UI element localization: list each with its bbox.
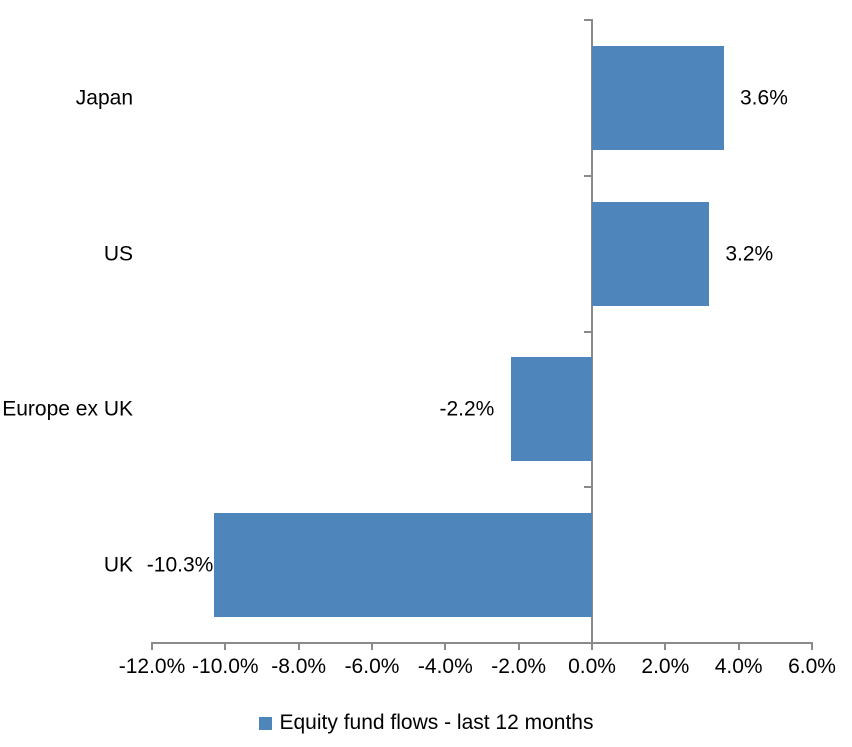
- x-axis-tick-label-2: -8.0%: [271, 655, 327, 678]
- category-label-us: US: [103, 242, 133, 266]
- category-axis-tick-4: [584, 642, 592, 644]
- value-label-japan: 3.6%: [740, 86, 788, 110]
- category-label-uk: UK: [103, 553, 133, 577]
- x-axis-tick-5: [517, 643, 520, 650]
- x-axis-tick-label-6: 0.0%: [568, 655, 616, 678]
- x-axis-tick-label-3: -6.0%: [344, 655, 400, 678]
- bar-uk: [214, 513, 592, 618]
- x-axis-tick-label-5: -2.0%: [491, 655, 547, 678]
- x-axis-tick-1: [224, 643, 227, 650]
- bar-us: [592, 201, 710, 306]
- x-axis-line: [151, 642, 813, 644]
- value-label-europe-ex-uk: -2.2%: [439, 397, 495, 421]
- x-axis-tick-7: [664, 643, 667, 650]
- x-axis-tick-8: [737, 643, 740, 650]
- value-label-uk: -10.3%: [146, 553, 214, 577]
- category-label-japan: Japan: [75, 86, 133, 110]
- x-axis-tick-label-1: -10.0%: [192, 655, 259, 678]
- x-axis-tick-9: [811, 643, 813, 650]
- x-axis-tick-label-7: 2.0%: [641, 655, 690, 678]
- x-axis-tick-2: [297, 643, 300, 650]
- category-axis-tick-3: [584, 486, 592, 489]
- category-axis-tick-0: [584, 19, 592, 21]
- legend: Equity fund flows - last 12 months: [0, 711, 852, 735]
- bar-europe-ex-uk: [511, 357, 592, 462]
- value-label-us: 3.2%: [725, 242, 774, 266]
- x-axis-tick-label-8: 4.0%: [714, 655, 763, 678]
- category-axis-tick-2: [584, 330, 592, 333]
- x-axis-tick-label-9: 6.0%: [788, 655, 836, 678]
- x-axis-tick-0: [151, 643, 153, 650]
- y-axis-zero-line: [591, 19, 593, 643]
- x-axis-tick-4: [444, 643, 447, 650]
- category-axis-tick-1: [584, 174, 592, 177]
- x-axis-tick-label-4: -4.0%: [417, 655, 473, 678]
- bar-japan: [592, 45, 724, 150]
- category-label-europe-ex-uk: Europe ex UK: [2, 397, 133, 421]
- legend-label: Equity fund flows - last 12 months: [279, 711, 594, 734]
- x-axis-tick-3: [371, 643, 373, 650]
- legend-marker-icon: [258, 716, 272, 730]
- x-axis-tick-label-0: -12.0%: [118, 655, 186, 678]
- x-axis-tick-6: [591, 643, 593, 650]
